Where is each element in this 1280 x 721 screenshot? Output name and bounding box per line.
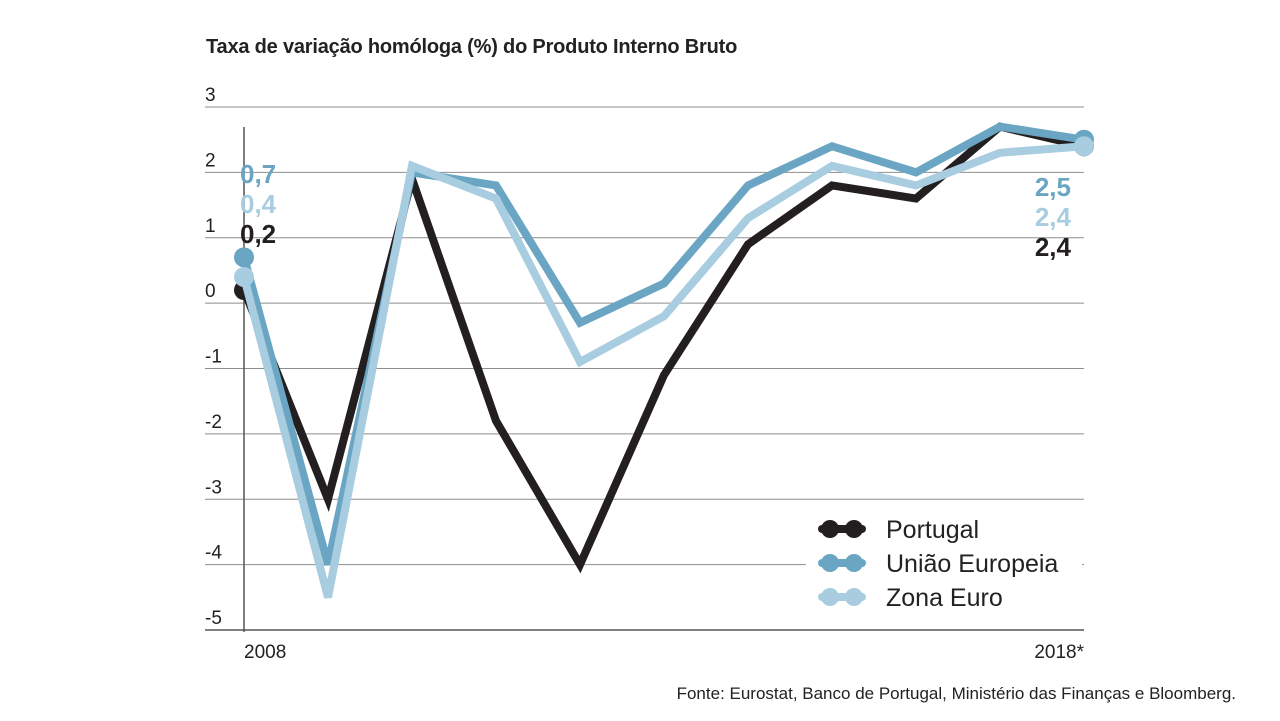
series-end-point bbox=[1074, 136, 1094, 157]
x-tick-label: 2018* bbox=[1034, 642, 1084, 663]
series-start-label: 0,2 bbox=[240, 219, 276, 249]
legend-label: Portugal bbox=[886, 516, 979, 544]
legend-label: Zona Euro bbox=[886, 584, 1003, 612]
y-tick-label: 3 bbox=[205, 85, 216, 106]
y-tick-label: -2 bbox=[205, 412, 222, 433]
legend-swatch-dot bbox=[845, 520, 863, 538]
grid-lines bbox=[205, 106, 1084, 631]
y-tick-label: 0 bbox=[205, 281, 216, 302]
legend-label: União Europeia bbox=[886, 550, 1058, 578]
series-end-label: 2,4 bbox=[1035, 202, 1072, 232]
y-tick-label: -1 bbox=[205, 347, 222, 368]
series-start-label: 0,7 bbox=[240, 159, 276, 189]
y-tick-label: -3 bbox=[205, 477, 222, 498]
series-start-point bbox=[234, 266, 254, 287]
axes: 3 2 1 0 -1 -2 -3 -4 -5 2008 2018* bbox=[205, 85, 1085, 663]
y-tick-label: 1 bbox=[205, 216, 216, 237]
series-start-point bbox=[234, 247, 254, 268]
source-note: Fonte: Eurostat, Banco de Portugal, Mini… bbox=[676, 684, 1236, 703]
series-lines bbox=[234, 122, 1094, 599]
series-end-label: 2,4 bbox=[1035, 232, 1072, 262]
legend: Portugal União Europeia Zona Euro bbox=[806, 510, 1082, 620]
end-labels: 0,70,40,22,52,42,4 bbox=[240, 159, 1072, 262]
series-line bbox=[240, 142, 1088, 599]
y-tick-label: -4 bbox=[205, 543, 222, 564]
series-end-label: 2,5 bbox=[1035, 172, 1071, 202]
series-start-label: 0,4 bbox=[240, 189, 277, 219]
x-tick-label: 2008 bbox=[244, 642, 286, 663]
chart-title: Taxa de variação homóloga (%) do Produto… bbox=[206, 36, 738, 58]
legend-swatch-dot bbox=[821, 588, 839, 606]
legend-swatch-dot bbox=[845, 588, 863, 606]
legend-swatch-dot bbox=[821, 520, 839, 538]
y-tick-label: 2 bbox=[205, 150, 216, 171]
legend-swatch-dot bbox=[845, 554, 863, 572]
y-tick-label: -5 bbox=[205, 608, 222, 629]
legend-swatch-dot bbox=[821, 554, 839, 572]
